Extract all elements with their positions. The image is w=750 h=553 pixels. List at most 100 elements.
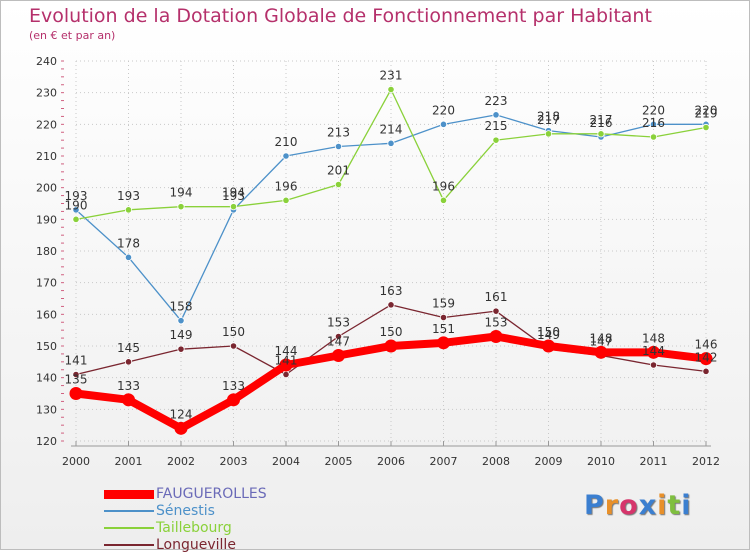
data-label: 217 xyxy=(590,113,613,127)
data-point xyxy=(492,111,500,119)
x-tick-label: 2005 xyxy=(325,455,353,468)
y-tick-label: 180 xyxy=(36,245,57,258)
data-label: 223 xyxy=(485,94,508,108)
y-tick-label: 220 xyxy=(36,118,57,131)
data-label: 213 xyxy=(327,126,350,140)
data-label: 161 xyxy=(485,290,508,304)
data-point xyxy=(542,339,555,353)
legend-item: FAUGUEROLLES xyxy=(104,486,267,502)
data-point xyxy=(649,361,658,369)
data-label: 210 xyxy=(275,135,298,149)
data-label: 220 xyxy=(432,103,455,117)
y-tick-label: 210 xyxy=(36,150,57,163)
y-tick-label: 190 xyxy=(36,213,57,226)
data-label: 193 xyxy=(222,189,245,203)
y-tick-label: 140 xyxy=(36,372,57,385)
data-point xyxy=(649,120,658,128)
data-point xyxy=(439,196,448,204)
data-point xyxy=(649,133,658,141)
data-label: 193 xyxy=(65,189,88,203)
data-label: 218 xyxy=(537,110,560,124)
data-label: 190 xyxy=(65,198,88,212)
data-point xyxy=(174,421,188,435)
x-tick-label: 2001 xyxy=(115,455,143,468)
data-label: 215 xyxy=(485,119,508,133)
legend-label: Longueville xyxy=(156,537,236,553)
data-label: 149 xyxy=(170,328,193,342)
x-tick-label: 2000 xyxy=(62,455,90,468)
data-label: 150 xyxy=(537,325,560,339)
data-point xyxy=(334,142,343,151)
data-point xyxy=(282,196,290,204)
data-point xyxy=(227,393,240,407)
data-point xyxy=(124,253,133,261)
x-tick-label: 2003 xyxy=(220,455,248,468)
legend-swatch xyxy=(104,489,154,499)
data-label: 214 xyxy=(380,122,403,136)
data-label: 133 xyxy=(117,379,140,393)
data-label: 220 xyxy=(642,103,665,117)
data-label: 144 xyxy=(275,344,298,358)
y-tick-label: 130 xyxy=(36,403,57,416)
chart-title: Evolution de la Dotation Globale de Fonc… xyxy=(29,5,652,27)
legend-swatch xyxy=(104,544,154,546)
x-tick-label: 2010 xyxy=(587,455,615,468)
data-label: 178 xyxy=(117,236,140,250)
data-label: 145 xyxy=(117,341,140,355)
y-tick-label: 170 xyxy=(36,277,57,290)
data-point xyxy=(492,307,500,315)
data-label: 194 xyxy=(170,186,193,200)
data-point xyxy=(387,85,395,94)
data-label: 193 xyxy=(117,189,140,203)
data-point xyxy=(387,139,395,147)
legend-label: FAUGUEROLLES xyxy=(156,486,267,502)
data-label: 158 xyxy=(170,300,193,314)
data-label: 151 xyxy=(432,322,455,336)
logo-letter: x xyxy=(638,490,658,521)
data-point xyxy=(439,120,448,128)
x-tick-label: 2012 xyxy=(692,455,720,468)
chart-subtitle: (en € et par an) xyxy=(29,29,116,42)
data-point xyxy=(439,313,448,322)
x-tick-label: 2006 xyxy=(377,455,405,468)
x-tick-label: 2004 xyxy=(272,455,300,468)
logo-letter: o xyxy=(619,490,639,521)
data-label: 147 xyxy=(327,335,350,349)
data-point xyxy=(544,130,553,138)
data-point xyxy=(699,352,713,366)
data-point xyxy=(702,367,710,375)
data-point xyxy=(122,393,135,407)
logo-letter: t xyxy=(667,490,682,521)
data-label: 196 xyxy=(432,179,455,193)
x-tick-label: 2009 xyxy=(535,455,563,468)
data-point xyxy=(594,345,608,359)
data-label: 196 xyxy=(275,179,298,193)
data-point xyxy=(387,301,395,309)
data-label: 153 xyxy=(327,316,350,330)
data-point xyxy=(282,152,290,160)
data-label: 153 xyxy=(485,316,508,330)
data-label: 141 xyxy=(65,354,88,368)
data-label: 142 xyxy=(695,350,718,364)
data-point xyxy=(489,330,503,343)
y-tick-label: 150 xyxy=(36,340,57,353)
data-label: 216 xyxy=(590,116,613,130)
data-point xyxy=(72,370,80,379)
data-label: 148 xyxy=(590,331,613,345)
y-tick-label: 240 xyxy=(36,55,57,68)
legend-item: Sénestis xyxy=(104,503,215,519)
data-point xyxy=(124,206,133,214)
data-label: 146 xyxy=(695,338,718,352)
data-label: 220 xyxy=(695,103,718,117)
data-point xyxy=(229,342,238,350)
data-label: 217 xyxy=(537,113,560,127)
data-label: 163 xyxy=(380,284,403,298)
legend-label: Sénestis xyxy=(156,503,215,519)
x-tick-label: 2008 xyxy=(482,455,510,468)
data-point xyxy=(177,317,185,325)
x-tick-label: 2011 xyxy=(640,455,668,468)
data-point xyxy=(334,180,343,189)
y-tick-label: 120 xyxy=(36,435,57,448)
